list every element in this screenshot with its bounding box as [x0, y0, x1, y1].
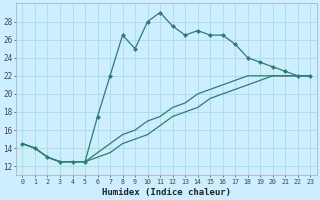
X-axis label: Humidex (Indice chaleur): Humidex (Indice chaleur) — [102, 188, 231, 197]
